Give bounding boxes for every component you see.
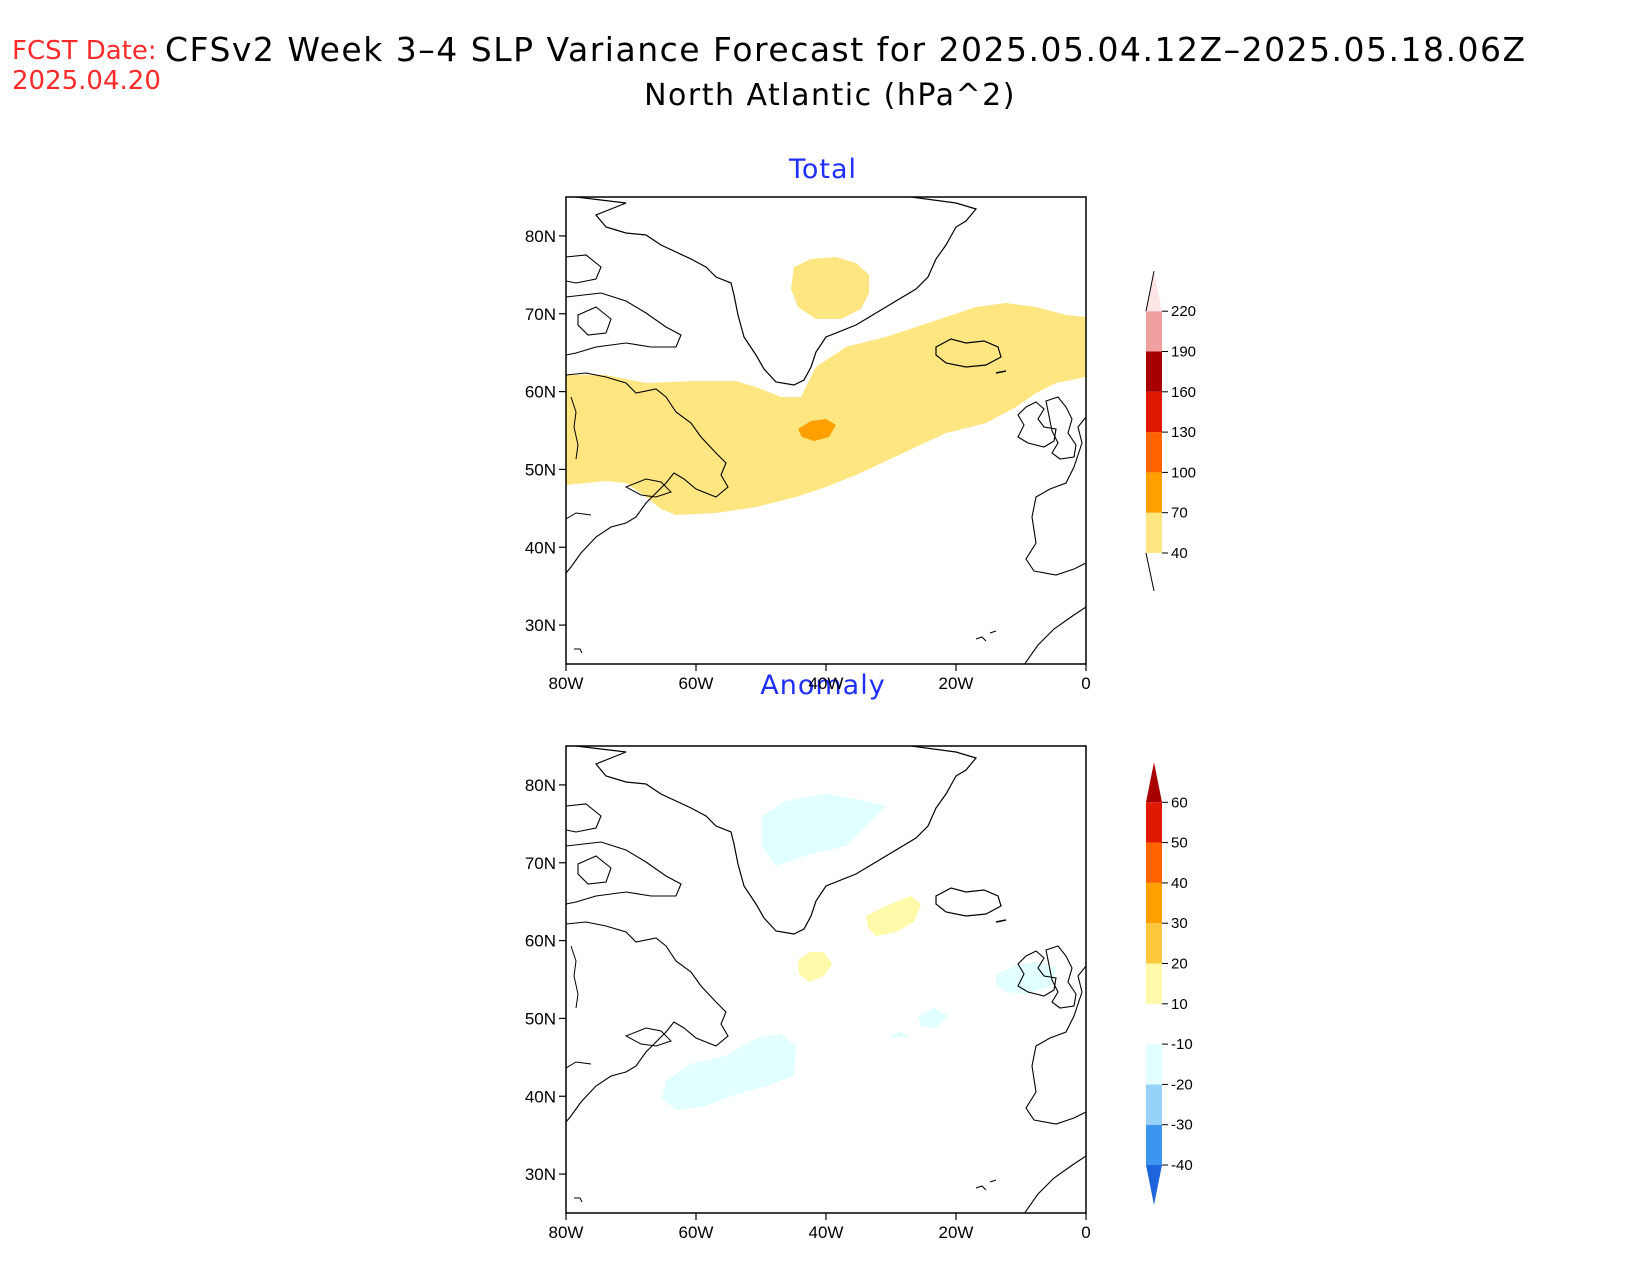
lon-tick-label: 0 <box>1081 674 1090 693</box>
anomaly-shade-neg-greenland <box>762 794 886 866</box>
total-shade-40-70-greenland <box>791 257 869 319</box>
colorbar-label: -30 <box>1171 1117 1193 1134</box>
colorbar-label: -10 <box>1171 1036 1193 1053</box>
lon-tick-label: 60W <box>679 1223 714 1242</box>
lon-tick-label: 80W <box>549 674 584 693</box>
lon-tick-label: 60W <box>679 674 714 693</box>
lat-tick-label: 70N <box>525 854 556 873</box>
colorbar-bin <box>1146 311 1162 352</box>
colorbar-label: 20 <box>1171 956 1188 973</box>
colorbar-bin <box>1146 432 1162 473</box>
lat-tick-label: 50N <box>525 1009 556 1028</box>
anomaly-shade-neg-midatl <box>918 1008 948 1028</box>
colorbar-bin <box>1146 512 1162 553</box>
lon-tick-label: 20W <box>939 674 974 693</box>
colorbar-bin <box>1146 1003 1162 1045</box>
colorbar-bin <box>1146 802 1162 843</box>
anomaly-shade-pos-midatl <box>798 952 832 982</box>
colorbar-label: 30 <box>1171 915 1188 932</box>
forecast-date-label: FCST Date: <box>12 36 157 66</box>
colorbar-bin <box>1146 351 1162 392</box>
panel-title-anomaly: Anomaly <box>760 670 886 701</box>
map-panel-anomaly <box>565 745 1087 1214</box>
lat-tick-label: 70N <box>525 305 556 324</box>
colorbar-bottom-triangle <box>1146 1165 1162 1205</box>
colorbar-bin <box>1146 472 1162 513</box>
colorbar-total: 40 70 100 130 160 190 220 <box>1145 271 1196 592</box>
colorbar-label: 60 <box>1171 794 1188 811</box>
colorbar-label: 130 <box>1171 424 1196 441</box>
colorbar-top-triangle <box>1146 271 1162 312</box>
colorbar-bin <box>1146 923 1162 964</box>
page-subtitle: North Atlantic (hPa^2) <box>644 78 1016 113</box>
anomaly-shade-pos-south-greenland <box>866 896 921 936</box>
colorbar-label: 160 <box>1171 384 1196 401</box>
lat-tick-label: 60N <box>525 383 556 402</box>
lon-tick-label: 20W <box>939 1223 974 1242</box>
colorbar-label: 100 <box>1171 464 1196 481</box>
lon-tick-label: 0 <box>1081 1223 1090 1242</box>
lon-tick-label: 40W <box>809 1223 844 1242</box>
colorbar-bin <box>1146 1124 1162 1165</box>
lat-tick-label: 80N <box>525 227 556 246</box>
colorbar-bin <box>1146 1084 1162 1125</box>
panel-title-total: Total <box>788 154 858 185</box>
colorbar-top-outline <box>1145 271 1155 312</box>
colorbar-label: 50 <box>1171 835 1188 852</box>
anomaly-shade-neg-ireland <box>996 962 1056 994</box>
lon-tick-label: 80W <box>549 1223 584 1242</box>
anomaly-shade-neg-small <box>888 1032 910 1038</box>
colorbar-bottom-end <box>1145 552 1155 592</box>
total-shade-40-70-main <box>566 303 1086 515</box>
colorbar-label: -20 <box>1171 1076 1193 1093</box>
colorbar-label: 10 <box>1171 996 1188 1013</box>
lat-tick-label: 50N <box>525 460 556 479</box>
lat-tick-label: 30N <box>525 616 556 635</box>
colorbar-anomaly: -40 -30 -20 -10 10 20 30 40 50 60 <box>1146 762 1193 1205</box>
anomaly-shade-neg-uscoast <box>662 1034 796 1110</box>
lat-tick-label: 40N <box>525 1087 556 1106</box>
map-axes: 80W 60W 40W 20W 0 80N 70N 60N 50N 40N 30N 80W 60W 40W… <box>525 227 1091 1242</box>
colorbar-bin <box>1146 882 1162 924</box>
map-panel-total <box>565 196 1087 665</box>
colorbar-bin <box>1146 391 1162 433</box>
colorbar-label: 70 <box>1171 505 1188 522</box>
colorbar-bin <box>1146 963 1162 1004</box>
colorbar-label: -40 <box>1171 1157 1193 1174</box>
colorbar-bin <box>1146 1044 1162 1085</box>
colorbar-label: 40 <box>1171 545 1188 562</box>
forecast-date-value: 2025.04.20 <box>12 66 161 96</box>
lat-tick-label: 80N <box>525 776 556 795</box>
total-shade-70-100 <box>798 419 836 441</box>
forecast-date-block: FCST Date: 2025.04.20 <box>12 36 161 96</box>
colorbar-bin <box>1146 842 1162 883</box>
lat-tick-label: 60N <box>525 932 556 951</box>
colorbar-label: 40 <box>1171 875 1188 892</box>
colorbar-label: 190 <box>1171 344 1196 361</box>
colorbar-label: 220 <box>1171 303 1196 320</box>
lat-tick-label: 40N <box>525 538 556 557</box>
lat-tick-label: 30N <box>525 1165 556 1184</box>
colorbar-top-triangle <box>1146 762 1162 803</box>
lon-tick-label: 40W <box>809 674 844 693</box>
page-title: CFSv2 Week 3–4 SLP Variance Forecast for… <box>165 30 1527 69</box>
